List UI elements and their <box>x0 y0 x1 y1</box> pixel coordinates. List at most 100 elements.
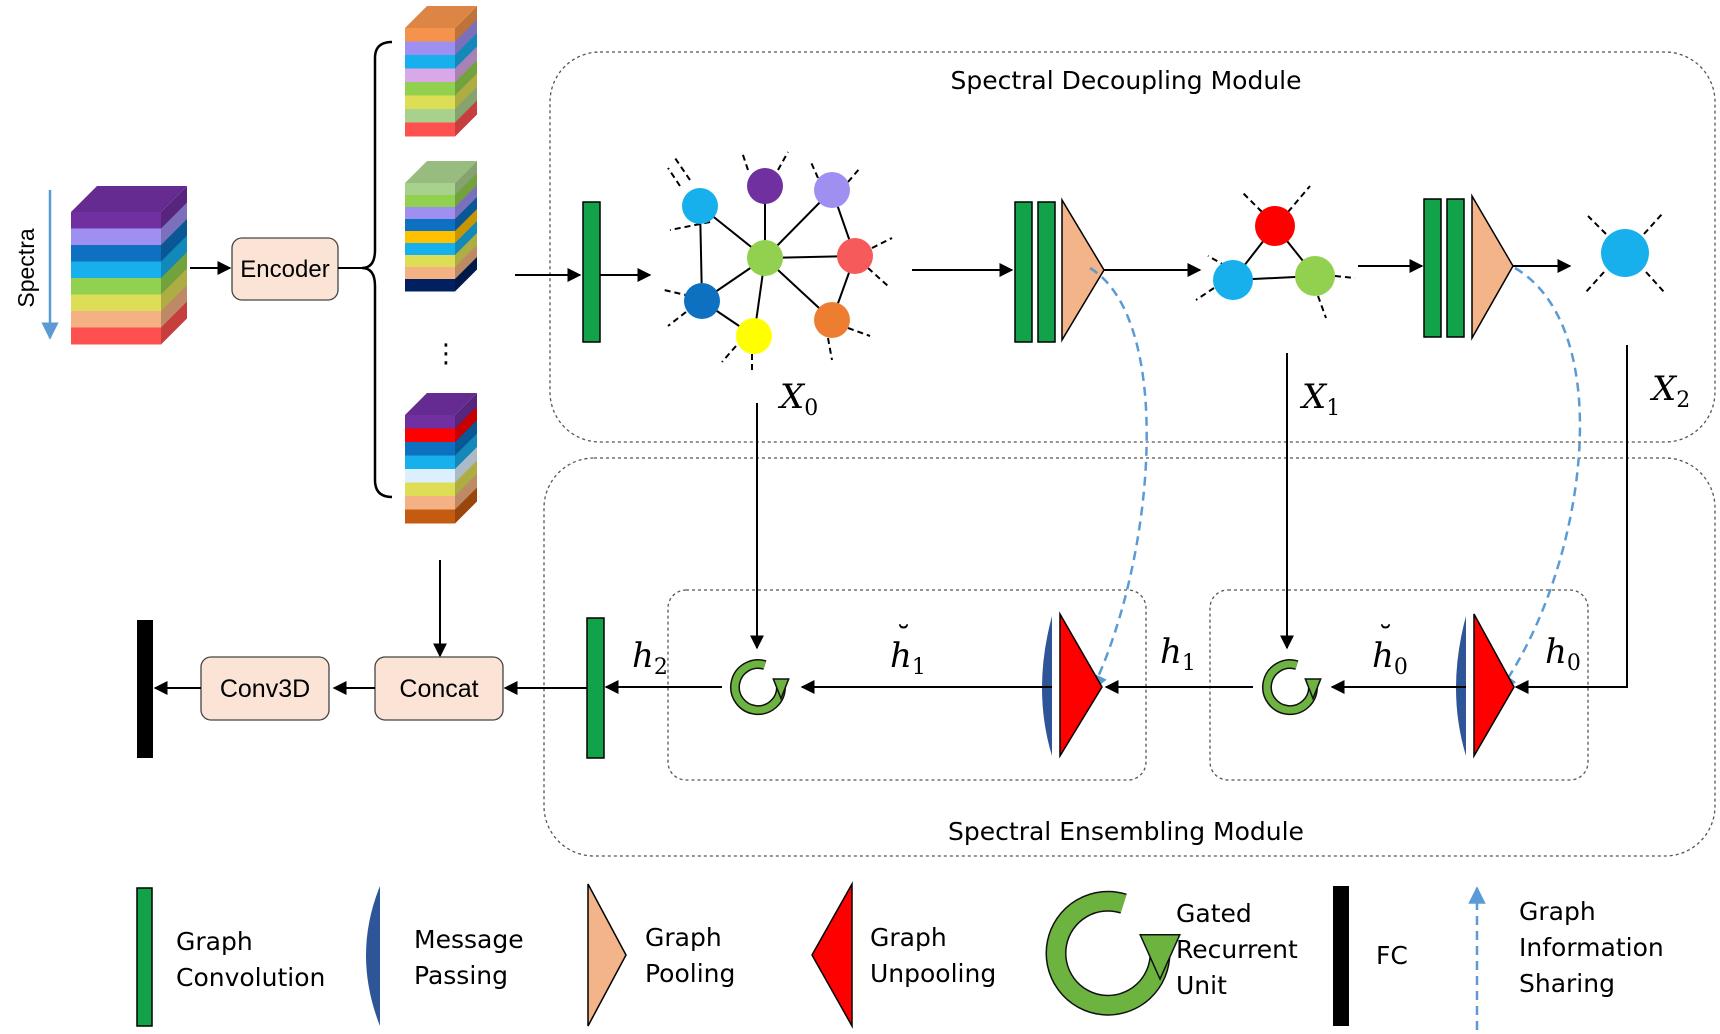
input-spectral-cube <box>71 186 187 345</box>
label-x2: X2 <box>1649 369 1690 413</box>
cube-layer-side <box>455 33 477 69</box>
cube-layer-side <box>161 285 187 328</box>
cube-layer-front <box>71 311 161 328</box>
graph-x0 <box>663 151 893 372</box>
graph-edge-dashed <box>1587 215 1607 235</box>
arrow-x2-down <box>1514 345 1628 694</box>
graph-edge-dashed <box>847 327 871 337</box>
cube-layer-front <box>405 109 455 123</box>
label-x0: X0 <box>777 377 818 421</box>
legend-graph-convolution-icon <box>136 887 153 1027</box>
gru-arrowhead <box>1139 934 1181 981</box>
cube-layer-front <box>405 231 455 244</box>
info-sharing-curve-1 <box>1089 266 1148 692</box>
graph-unpooling-1 <box>1059 611 1103 759</box>
cube-layer-side <box>455 474 477 510</box>
info-sharing-curve-2 <box>1498 266 1582 692</box>
cube-layer-front <box>405 195 455 208</box>
graph-edge-dashed <box>1287 185 1311 213</box>
legend: Graph Convolution Message Passing Graph … <box>136 881 1664 1030</box>
cube-layer-side <box>455 87 477 123</box>
graph-node-f <box>684 283 720 319</box>
graph-edge-dashed <box>741 151 749 171</box>
cube-layer-side <box>455 161 477 196</box>
cube-top <box>405 161 477 183</box>
cube-layer-side <box>455 6 477 42</box>
cube-layer-front <box>71 228 161 246</box>
cube-layer-side <box>455 487 477 524</box>
spectra-label: Spectra <box>13 228 39 307</box>
label-h0-breve: h0 <box>1372 636 1408 680</box>
graph-x2 <box>1585 213 1665 293</box>
graph-edge-dashed <box>1334 275 1356 279</box>
graph-convolution-block-3b <box>1446 198 1465 338</box>
graph-pooling-2 <box>1471 193 1514 341</box>
band-split-brace <box>361 40 393 499</box>
cube-layer-side <box>161 202 187 246</box>
graph-node-c <box>814 172 850 208</box>
legend-graph-unpooling-label: Graph Unpooling <box>870 923 996 988</box>
cube-layer-front <box>405 442 455 456</box>
cube-layer-front <box>71 278 161 295</box>
cube-layer-front <box>405 455 455 470</box>
gru-arrowhead <box>772 678 790 701</box>
cube-layer-side <box>455 173 477 208</box>
graph-x1 <box>1195 185 1356 319</box>
cube-layer-side <box>161 219 187 262</box>
ensembling-module-title: Spectral Ensembling Module <box>948 817 1304 846</box>
legend-graph-pooling-label: Graph Pooling <box>645 923 735 988</box>
graph-edge-dashed <box>667 167 681 187</box>
cube-layer-side <box>161 186 187 229</box>
cube-layer-front <box>405 279 455 292</box>
encoder-label: Encoder <box>240 256 329 283</box>
legend-fc-label: FC <box>1376 941 1408 970</box>
cube-layer-front <box>405 95 455 110</box>
graph-edge-dashed <box>847 167 861 183</box>
cube-layer-front <box>405 219 455 232</box>
legend-graph-convolution-label: Graph Convolution <box>176 927 325 992</box>
band-group-cube-n <box>405 393 477 524</box>
graph-convolution-block-3a <box>1423 198 1442 338</box>
graph-edge-dashed <box>827 337 833 361</box>
cube-layer-front <box>405 267 455 280</box>
cube-layer-side <box>455 209 477 244</box>
cube-layer-side <box>455 460 477 497</box>
conv3d-label: Conv3D <box>220 675 310 703</box>
cube-layer-side <box>455 221 477 256</box>
graph-convolution-block-2b <box>1037 201 1056 343</box>
gru-1 <box>730 659 790 716</box>
cube-layer-front <box>405 255 455 268</box>
cube-layer-side <box>455 100 477 137</box>
gru-ring <box>1047 892 1170 1015</box>
cube-top <box>71 186 187 212</box>
graph-convolution-block-2a <box>1014 201 1033 343</box>
graph-node-b <box>747 168 783 204</box>
recurrent-cell-box-right <box>1209 589 1589 781</box>
legend-message-passing-label: Message Passing <box>414 925 532 990</box>
cube-top <box>405 6 477 28</box>
cube-layer-front <box>71 212 161 229</box>
breve-h0: ˘ <box>1378 621 1393 656</box>
legend-fc-icon <box>1333 886 1349 1026</box>
gru-ring <box>731 660 785 714</box>
graph-node-a <box>1601 229 1649 277</box>
label-h2: h2 <box>632 636 668 680</box>
legend-gru-label: Gated Recurrent Unit <box>1176 899 1306 1000</box>
graph-node-a <box>682 188 718 224</box>
legend-message-passing-icon <box>366 886 380 1026</box>
cube-layer-side <box>455 245 477 280</box>
fc-block <box>137 620 153 758</box>
band-group-cube-1 <box>405 6 477 137</box>
graph-edge-dashed <box>1241 191 1263 213</box>
graph-node-c <box>1295 256 1335 296</box>
graph-node-h <box>814 302 850 338</box>
label-h1-breve: h1 <box>890 636 926 680</box>
decoupling-module-box <box>549 51 1716 443</box>
cube-layer-front <box>405 41 455 56</box>
label-h0: h0 <box>1545 632 1581 676</box>
cube-layer-front <box>405 469 455 483</box>
label-x1: X1 <box>1299 377 1340 421</box>
cube-layer-front <box>405 68 455 83</box>
legend-graph-pooling-icon <box>587 883 627 1027</box>
graph-edge-dashed <box>1645 271 1665 293</box>
